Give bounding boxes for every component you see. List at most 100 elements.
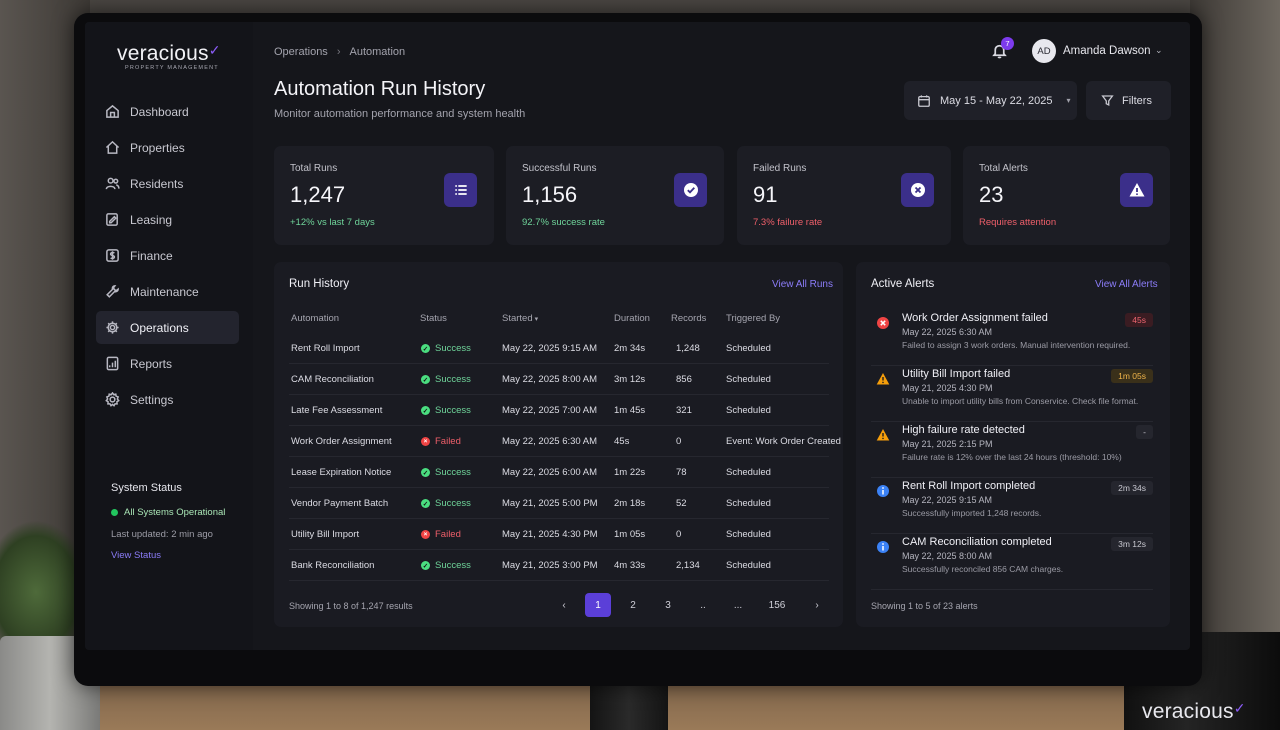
table-row[interactable]: Work Order Assignment × Failed May 22, 2025… bbox=[289, 426, 841, 457]
cell-started: May 21, 2025 4:30 PM bbox=[502, 529, 598, 540]
alert-duration-badge: - bbox=[1136, 425, 1153, 439]
table-row[interactable]: Vendor Payment Batch ✓ Success May 21, 2025… bbox=[289, 488, 829, 519]
notifications-button[interactable]: 7 bbox=[991, 37, 1014, 62]
status-dot-icon bbox=[111, 509, 118, 516]
table-row[interactable]: CAM Reconciliation ✓ Success May 22, 2025 8… bbox=[289, 364, 829, 395]
view-all-alerts-link[interactable]: View All Alerts bbox=[1095, 279, 1158, 290]
cell-automation: Work Order Assignment bbox=[291, 436, 392, 447]
cell-started: May 21, 2025 3:00 PM bbox=[502, 560, 598, 571]
check-circle-icon: ✓ bbox=[421, 344, 430, 353]
column-header-duration[interactable]: Duration bbox=[614, 313, 650, 324]
sidebar-item-reports[interactable]: Reports bbox=[96, 347, 239, 380]
sidebar-item-properties[interactable]: Properties bbox=[96, 131, 239, 164]
alert-description: Successfully reconciled 856 CAM charges. bbox=[902, 564, 1064, 574]
sidebar-item-label: Properties bbox=[130, 140, 185, 155]
cell-automation: Lease Expiration Notice bbox=[291, 467, 392, 478]
cell-automation: Late Fee Assessment bbox=[291, 405, 383, 416]
cell-records: 321 bbox=[676, 405, 692, 416]
check-circle-icon: ✓ bbox=[421, 406, 430, 415]
date-range-label: May 15 - May 22, 2025 bbox=[940, 94, 1053, 107]
avatar[interactable]: AD bbox=[1032, 39, 1056, 63]
column-header-started[interactable]: Started ▾ bbox=[502, 313, 539, 324]
next-page-button[interactable]: › bbox=[815, 599, 819, 611]
sidebar-item-label: Dashboard bbox=[130, 104, 189, 119]
notification-count-badge: 7 bbox=[1001, 37, 1014, 50]
column-header-status[interactable]: Status bbox=[420, 313, 447, 324]
bell-icon bbox=[992, 44, 1007, 59]
page-button-156[interactable]: 156 bbox=[768, 599, 786, 611]
sidebar-item-settings[interactable]: Settings bbox=[96, 383, 239, 416]
table-row[interactable]: Rent Roll Import ✓ Success May 22, 2025 9:1… bbox=[289, 333, 829, 364]
stat-card-total-alerts: Total Alerts 23 Requires attention bbox=[963, 146, 1170, 245]
cell-started: May 22, 2025 8:00 AM bbox=[502, 374, 598, 385]
info-icon bbox=[876, 540, 890, 554]
status-text: Success bbox=[435, 374, 471, 385]
cell-records: 0 bbox=[676, 436, 682, 447]
warning-icon bbox=[1120, 173, 1153, 207]
status-badge: ✓ Success bbox=[421, 560, 471, 571]
status-badge: ✓ Success bbox=[421, 467, 471, 478]
stat-label: Successful Runs bbox=[522, 163, 597, 174]
status-text: Success bbox=[435, 405, 471, 416]
system-status-indicator: All Systems Operational bbox=[111, 507, 241, 518]
alert-item[interactable]: Utility Bill Import failed May 21, 2025 4… bbox=[871, 366, 1153, 422]
sidebar-item-label: Finance bbox=[130, 248, 173, 263]
status-text: Success bbox=[435, 343, 471, 354]
page-ellipsis: .. bbox=[700, 599, 706, 611]
table-row[interactable]: Lease Expiration Notice ✓ Success May 22, 2… bbox=[289, 457, 829, 488]
cell-duration: 1m 05s bbox=[614, 529, 646, 540]
sidebar-item-leasing[interactable]: Leasing bbox=[96, 203, 239, 236]
table-row[interactable]: Bank Reconciliation ✓ Success May 21, 2025 … bbox=[289, 550, 829, 581]
sidebar-item-residents[interactable]: Residents bbox=[96, 167, 239, 200]
error-icon bbox=[876, 316, 890, 330]
alert-duration-badge: 2m 34s bbox=[1111, 481, 1153, 495]
app-logo[interactable]: veracious✓ bbox=[117, 42, 221, 65]
cell-automation: CAM Reconciliation bbox=[291, 374, 374, 385]
document-edit-icon bbox=[104, 212, 120, 228]
alert-description: Successfully imported 1,248 records. bbox=[902, 508, 1042, 518]
column-header-triggered-by[interactable]: Triggered By bbox=[726, 313, 781, 324]
user-name[interactable]: Amanda Dawson bbox=[1063, 45, 1151, 57]
sidebar-item-operations[interactable]: Operations bbox=[96, 311, 239, 344]
page-button-2[interactable]: 2 bbox=[630, 599, 636, 611]
view-all-runs-link[interactable]: View All Runs bbox=[772, 279, 833, 290]
cell-records: 2,134 bbox=[676, 560, 700, 571]
column-header-automation[interactable]: Automation bbox=[291, 313, 340, 324]
status-badge: ✓ Success bbox=[421, 374, 471, 385]
cell-duration: 2m 18s bbox=[614, 498, 646, 509]
sidebar-item-finance[interactable]: Finance bbox=[96, 239, 239, 272]
stat-value: 23 bbox=[979, 182, 1004, 207]
cell-triggered-by: Scheduled bbox=[726, 343, 771, 354]
column-header-records[interactable]: Records bbox=[671, 313, 707, 324]
sidebar-item-dashboard[interactable]: Dashboard bbox=[96, 95, 239, 128]
breadcrumb-operations[interactable]: Operations bbox=[274, 46, 328, 58]
chevron-down-icon[interactable]: ⌄ bbox=[1155, 45, 1163, 55]
active-alerts-panel: Active Alerts View All Alerts Work Order… bbox=[856, 262, 1170, 627]
page-button-1[interactable]: 1 bbox=[585, 593, 611, 617]
active-alerts-title: Active Alerts bbox=[871, 278, 935, 290]
table-row[interactable]: Late Fee Assessment ✓ Success May 22, 2025 … bbox=[289, 395, 829, 426]
sidebar-item-label: Residents bbox=[130, 176, 184, 191]
cell-triggered-by: Scheduled bbox=[726, 405, 771, 416]
page-button-3[interactable]: 3 bbox=[665, 599, 671, 611]
alert-date: May 22, 2025 9:15 AM bbox=[902, 495, 993, 505]
alert-item[interactable]: Rent Roll Import completed May 22, 2025 9… bbox=[871, 478, 1153, 534]
date-range-picker[interactable]: May 15 - May 22, 2025 ▾ bbox=[904, 81, 1077, 120]
view-status-link[interactable]: View Status bbox=[111, 550, 161, 561]
cell-started: May 22, 2025 6:30 AM bbox=[502, 436, 598, 447]
prev-page-button[interactable]: ‹ bbox=[562, 599, 566, 611]
alert-item[interactable]: CAM Reconciliation completed May 22, 2025… bbox=[871, 534, 1153, 590]
sidebar-item-maintenance[interactable]: Maintenance bbox=[96, 275, 239, 308]
alert-title: High failure rate detected bbox=[902, 424, 1025, 436]
stat-card-failed-runs: Failed Runs 91 7.3% failure rate bbox=[737, 146, 951, 245]
alert-item[interactable]: Work Order Assignment failed May 22, 2025… bbox=[871, 310, 1153, 366]
cell-automation: Rent Roll Import bbox=[291, 343, 360, 354]
filters-button[interactable]: Filters bbox=[1086, 81, 1171, 120]
table-row[interactable]: Utility Bill Import × Failed May 21, 2025 4… bbox=[289, 519, 829, 550]
alert-date: May 22, 2025 6:30 AM bbox=[902, 327, 993, 337]
calendar-icon bbox=[918, 94, 930, 107]
alert-duration-badge: 3m 12s bbox=[1111, 537, 1153, 551]
system-status-title: System Status bbox=[111, 482, 182, 494]
alert-item[interactable]: High failure rate detected May 21, 2025 2… bbox=[871, 422, 1153, 478]
sidebar-item-label: Maintenance bbox=[130, 284, 199, 299]
